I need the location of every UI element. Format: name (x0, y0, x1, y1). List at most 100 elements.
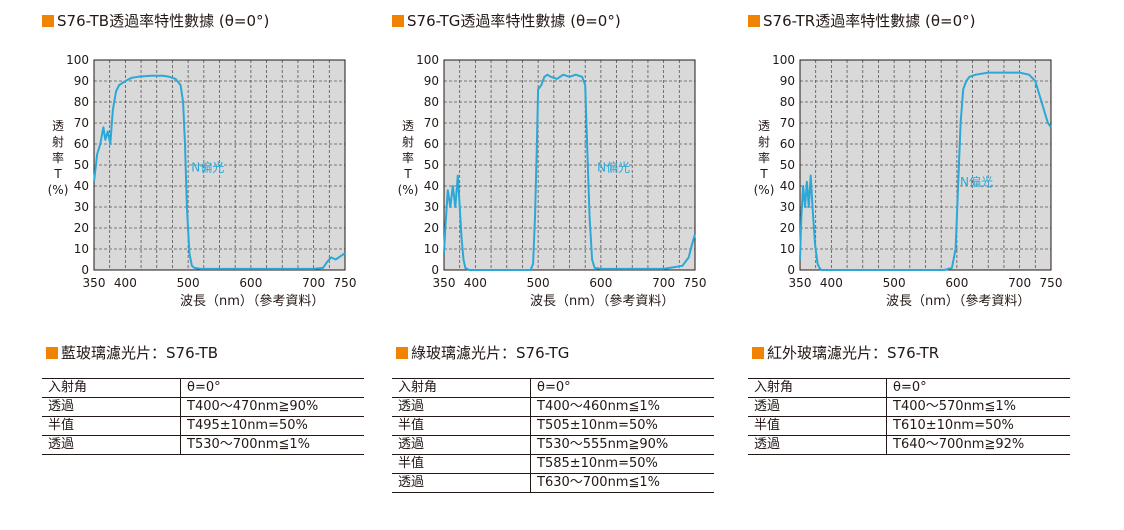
x-tick-label: 500 (883, 276, 906, 290)
y-tick-label: 0 (787, 263, 795, 277)
spec-label-cell: 入射角 (42, 378, 181, 398)
y-tick-label: 80 (780, 95, 795, 109)
x-axis-label: 波長（nm）（參考資料） (530, 294, 675, 309)
spec-label-cell: 透過 (42, 435, 181, 455)
y-tick-label: 90 (74, 74, 89, 88)
square-bullet-icon (752, 347, 764, 359)
spec-value-cell: T400～470nm≧90% (180, 397, 364, 417)
y-tick-label: 40 (74, 179, 89, 193)
y-tick-label: 70 (780, 116, 795, 130)
y-axis-label: 透射率 T (%) (753, 119, 775, 197)
spec-label-cell: 透過 (392, 435, 531, 455)
y-tick-label: 20 (74, 221, 89, 235)
x-tick-label: 600 (239, 276, 262, 290)
spec-table: 入射角 θ=0° 透過 T400～570nm≦1% 半值 T610±10nm=50% 透過 T… (748, 378, 1070, 455)
y-tick-label: 60 (74, 137, 89, 151)
chart-title: S76-TB透過率特性數據 (θ=0°) (42, 10, 269, 31)
series-line (93, 74, 346, 270)
table-row: 透過 T530～555nm≧90% (392, 435, 714, 455)
spec-label-cell: 入射角 (748, 378, 887, 398)
y-tick-label: 70 (424, 116, 439, 130)
table-row: 透過 T640～700nm≧92% (748, 435, 1070, 455)
x-tick-label: 700 (302, 276, 325, 290)
chart-panel-tb: S76-TB透過率特性數據 (θ=0°) 0 10 20 30 40 50 60 70 80 90… (42, 0, 412, 530)
chart-title: S76-TR透過率特性數據 (θ=0°) (748, 10, 976, 31)
transmittance-chart: 0 10 20 30 40 50 60 70 80 90 100 350 400 500 600 700 750… (66, 53, 357, 290)
chart-title: S76-TG透過率特性數據 (θ=0°) (392, 10, 621, 31)
table-row: 透過 T400～570nm≦1% (748, 397, 1070, 417)
x-tick-label: 700 (652, 276, 675, 290)
table-row: 半值 T585±10nm=50% (392, 454, 714, 474)
table-row: 入射角 θ=0° (42, 378, 364, 398)
x-tick-label: 600 (945, 276, 968, 290)
spec-value-cell: T505±10nm=50% (530, 416, 714, 436)
x-tick-label: 700 (1008, 276, 1031, 290)
square-bullet-icon (748, 15, 760, 27)
transmittance-chart: 0 10 20 30 40 50 60 70 80 90 100 350 400 500 600 700 750… (416, 53, 706, 290)
plot-frame (93, 59, 346, 271)
y-tick-label: 70 (74, 116, 89, 130)
y-tick-label: 60 (780, 137, 795, 151)
spec-table: 入射角 θ=0° 透過 T400～470nm≧90% 半值 T495±10nm=50% 透過… (42, 378, 364, 455)
chart-panel-tg: S76-TG透過率特性數據 (θ=0°) 0 10 20 30 40 50 60 70 80 90… (392, 0, 762, 530)
y-tick-label: 0 (431, 263, 439, 277)
spec-value-cell: θ=0° (530, 378, 714, 398)
transmittance-chart: 0 10 20 30 40 50 60 70 80 90 100 350 400 500 600 700 750… (772, 53, 1063, 290)
series-line (799, 71, 1052, 271)
x-axis-label: 波長（nm）（參考資料） (886, 294, 1031, 309)
table-row: 半值 T505±10nm=50% (392, 416, 714, 436)
spec-value-cell: T640～700nm≧92% (886, 435, 1070, 455)
spec-label-cell: 入射角 (392, 378, 531, 398)
x-tick-label: 400 (820, 276, 843, 290)
spec-label-cell: 透過 (748, 397, 887, 417)
spec-label-cell: 透過 (392, 473, 531, 493)
spec-value-cell: T530～700nm≦1% (180, 435, 364, 455)
y-tick-label: 10 (424, 242, 439, 256)
x-tick-label: 400 (464, 276, 487, 290)
x-tick-label: 500 (177, 276, 200, 290)
square-bullet-icon (392, 15, 404, 27)
chart-panel-tr: S76-TR透過率特性數據 (θ=0°) 0 10 20 30 40 50 60 70 80 90… (748, 0, 1118, 530)
y-tick-label: 50 (74, 158, 89, 172)
spec-label-cell: 半值 (392, 416, 531, 436)
y-tick-label: 60 (424, 137, 439, 151)
spec-value-cell: T585±10nm=50% (530, 454, 714, 474)
y-tick-label: 10 (780, 242, 795, 256)
y-tick-label: 90 (780, 74, 795, 88)
y-tick-label: 100 (772, 53, 795, 67)
spec-value-cell: T495±10nm=50% (180, 416, 364, 436)
x-tick-label: 600 (589, 276, 612, 290)
series-annotation: N偏光 (960, 174, 993, 189)
x-tick-label: 750 (1040, 276, 1063, 290)
spec-value-cell: θ=0° (180, 378, 364, 398)
y-tick-label: 80 (424, 95, 439, 109)
table-row: 透過 T530～700nm≦1% (42, 435, 364, 455)
series-annotation: N偏光 (191, 159, 224, 174)
table-row: 半值 T610±10nm=50% (748, 416, 1070, 436)
y-tick-label: 30 (780, 200, 795, 214)
spec-label-cell: 半值 (748, 416, 887, 436)
spec-label-cell: 透過 (42, 397, 181, 417)
spec-value-cell: T630～700nm≦1% (530, 473, 714, 493)
square-bullet-icon (46, 347, 58, 359)
table-row: 入射角 θ=0° (748, 378, 1070, 398)
y-tick-label: 40 (424, 179, 439, 193)
table-row: 透過 T400～470nm≧90% (42, 397, 364, 417)
x-tick-label: 350 (789, 276, 812, 290)
x-tick-label: 750 (334, 276, 357, 290)
x-tick-label: 350 (83, 276, 106, 290)
x-tick-label: 400 (114, 276, 137, 290)
y-tick-label: 90 (424, 74, 439, 88)
y-tick-label: 50 (424, 158, 439, 172)
y-tick-label: 30 (424, 200, 439, 214)
x-tick-label: 350 (433, 276, 456, 290)
spec-table: 入射角 θ=0° 透過 T400～460nm≦1% 半值 T505±10nm=50% 透過 T… (392, 378, 714, 493)
square-bullet-icon (396, 347, 408, 359)
spec-value-cell: θ=0° (886, 378, 1070, 398)
y-tick-label: 30 (74, 200, 89, 214)
spec-value-cell: T610±10nm=50% (886, 416, 1070, 436)
y-tick-label: 0 (81, 263, 89, 277)
y-tick-label: 20 (424, 221, 439, 235)
y-tick-label: 50 (780, 158, 795, 172)
y-tick-label: 100 (416, 53, 439, 67)
